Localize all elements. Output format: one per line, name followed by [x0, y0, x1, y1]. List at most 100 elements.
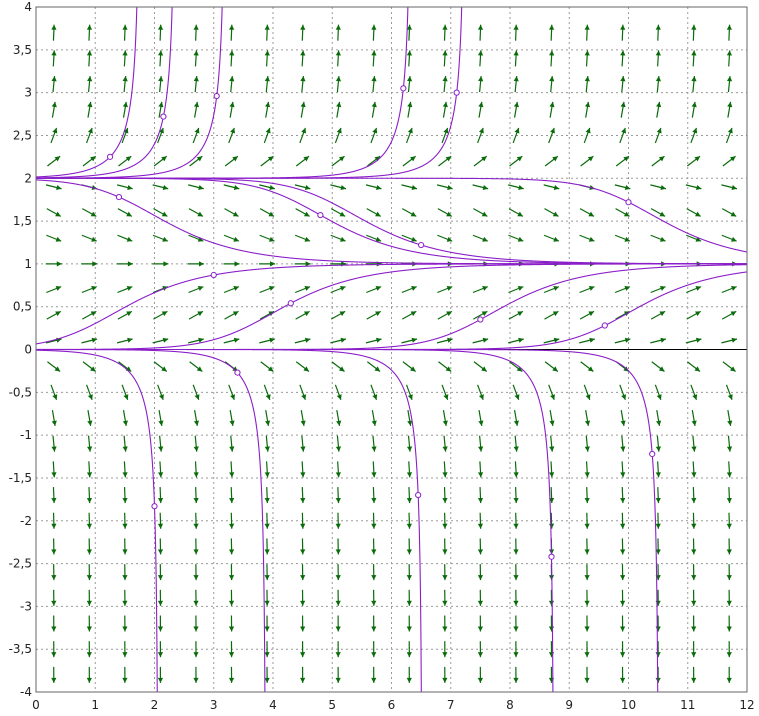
field-arrow	[442, 666, 448, 683]
field-arrow	[549, 461, 555, 478]
field-arrow	[192, 384, 200, 401]
field-arrow	[614, 234, 631, 242]
field-arrow	[579, 234, 595, 242]
field-arrow	[152, 234, 169, 242]
solution-curve	[36, 7, 138, 178]
field-arrow	[508, 208, 524, 217]
field-arrow	[371, 615, 377, 632]
field-arrow	[508, 184, 524, 191]
field-arrow	[512, 384, 520, 401]
solution-curve	[36, 348, 266, 692]
field-arrow	[438, 155, 452, 167]
y-tick-label: -4	[20, 685, 32, 699]
field-arrow	[189, 155, 203, 167]
initial-point	[106, 153, 114, 160]
field-arrow	[51, 101, 57, 118]
field-arrow	[656, 410, 662, 426]
field-arrow	[46, 310, 62, 320]
field-arrow	[401, 337, 418, 344]
field-arrow	[157, 384, 164, 401]
field-arrow	[335, 641, 341, 658]
field-arrow	[442, 538, 448, 555]
solution-curves	[36, 7, 747, 692]
field-arrow	[187, 261, 204, 267]
field-arrow	[51, 589, 57, 606]
field-arrow	[294, 286, 311, 294]
solution-curve	[36, 263, 747, 351]
field-arrow	[228, 564, 235, 581]
field-arrow	[544, 310, 559, 320]
field-arrow	[51, 512, 57, 529]
field-arrow	[193, 512, 199, 529]
field-arrow	[153, 155, 168, 167]
field-arrow	[472, 286, 489, 294]
initial-point	[317, 211, 324, 219]
x-axis-ticks: 0 1 2 3 4 5 6 7 8 9 10 11 12	[32, 698, 754, 712]
field-arrow	[620, 461, 626, 478]
field-arrow	[335, 487, 341, 504]
field-arrow	[620, 410, 626, 426]
field-arrow	[87, 410, 93, 426]
field-arrow	[51, 435, 57, 452]
field-arrow	[228, 384, 236, 401]
y-tick-label: 3	[24, 86, 32, 100]
field-arrow	[584, 461, 590, 478]
field-arrow	[406, 666, 412, 683]
x-tick-label: 9	[565, 698, 573, 712]
field-arrow	[259, 184, 275, 191]
field-arrow	[193, 410, 200, 426]
field-arrow	[726, 589, 732, 606]
field-arrow	[691, 538, 697, 555]
field-arrow	[512, 127, 520, 144]
field-arrow	[366, 208, 382, 217]
field-arrow	[153, 361, 168, 372]
field-arrow	[406, 589, 412, 606]
field-arrow	[477, 487, 484, 504]
initial-point	[234, 369, 241, 376]
field-arrow	[45, 261, 62, 267]
field-arrow	[335, 512, 341, 529]
field-arrow	[122, 512, 128, 529]
field-arrow	[223, 337, 240, 344]
field-arrow	[295, 155, 310, 167]
field-arrow	[509, 361, 523, 372]
field-arrow	[473, 208, 488, 217]
initial-point	[400, 85, 407, 92]
field-arrow	[264, 512, 270, 529]
field-arrow	[620, 24, 626, 41]
field-arrow	[584, 512, 590, 529]
field-arrow	[477, 24, 484, 41]
field-arrow	[335, 564, 341, 581]
field-arrow	[371, 24, 377, 41]
field-arrow	[259, 208, 275, 217]
field-arrow	[579, 310, 595, 320]
field-arrow	[406, 487, 412, 504]
field-arrow	[406, 615, 412, 632]
field-arrow	[686, 361, 701, 372]
field-arrow	[508, 337, 524, 344]
x-tick-label: 1	[91, 698, 99, 712]
field-arrow	[620, 564, 626, 581]
field-arrow	[685, 337, 702, 344]
field-arrow	[544, 155, 559, 167]
field-arrow	[229, 24, 235, 41]
field-arrow	[584, 76, 590, 93]
field-arrow	[407, 410, 413, 426]
field-arrow	[224, 310, 239, 320]
field-arrow	[478, 410, 484, 426]
field-arrow	[224, 208, 239, 217]
field-arrow	[294, 261, 311, 267]
field-arrow	[229, 101, 235, 118]
field-arrow	[81, 286, 97, 294]
field-arrow	[473, 361, 488, 372]
field-arrow	[82, 361, 97, 372]
field-arrow	[725, 127, 733, 144]
field-arrow	[152, 184, 169, 191]
field-arrow	[513, 641, 519, 658]
field-arrow	[335, 666, 341, 683]
field-arrow	[477, 461, 484, 478]
field-arrow	[477, 538, 484, 555]
y-tick-label: 2	[24, 171, 32, 185]
field-arrow	[86, 487, 93, 504]
field-arrow	[722, 361, 736, 372]
